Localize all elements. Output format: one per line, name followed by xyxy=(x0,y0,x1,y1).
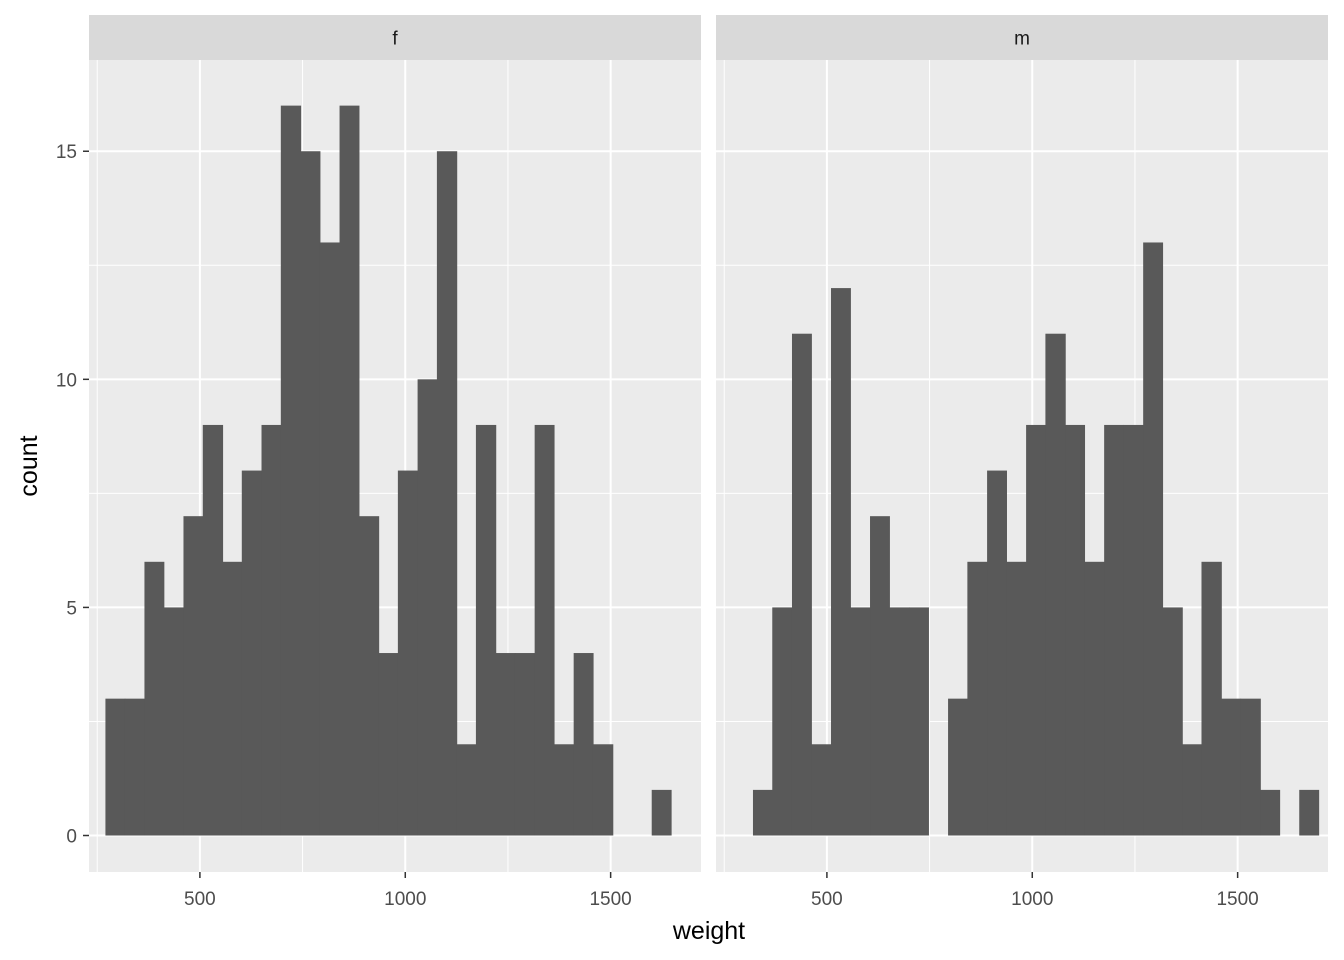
histogram-bar xyxy=(495,653,516,836)
y-axis: 0 5 10 15 xyxy=(56,142,89,848)
histogram-bar xyxy=(909,607,929,836)
facet-strip-label: m xyxy=(1014,29,1030,50)
histogram-bar xyxy=(514,653,536,836)
histogram-bar xyxy=(397,470,419,836)
histogram-bar xyxy=(553,744,575,836)
facet-strip xyxy=(716,15,1328,60)
x-tick-label: 500 xyxy=(184,889,216,910)
x-axis-m: 500 1000 1500 xyxy=(811,872,1259,910)
histogram-bar xyxy=(1084,561,1105,836)
histogram-bar xyxy=(948,698,968,836)
histogram-bar xyxy=(417,379,438,836)
histogram-bar xyxy=(1260,789,1281,836)
histogram-bar xyxy=(163,607,185,836)
histogram-bar xyxy=(183,516,204,836)
x-tick-label: 1500 xyxy=(589,889,631,910)
histogram-bar xyxy=(202,424,224,836)
histogram-bar xyxy=(475,424,497,836)
y-tick-label: 0 xyxy=(66,827,77,848)
histogram-bar xyxy=(811,744,832,836)
histogram-bar xyxy=(1201,561,1222,836)
histogram-bar xyxy=(241,470,263,836)
histogram-bar xyxy=(850,607,871,836)
facet-strip-label: f xyxy=(392,29,398,50)
histogram-bar xyxy=(1299,789,1320,836)
facet-strip xyxy=(89,15,701,60)
histogram-bar xyxy=(105,698,126,836)
histogram-bar xyxy=(300,151,321,836)
histogram-bar xyxy=(1143,242,1164,836)
histogram-bar xyxy=(967,561,988,836)
histogram-bar xyxy=(831,288,851,836)
x-tick-label: 1000 xyxy=(1011,889,1053,910)
x-axis-title: weight xyxy=(672,917,745,945)
histogram-bar xyxy=(261,424,282,836)
histogram-bar xyxy=(280,105,302,836)
y-tick-label: 5 xyxy=(66,598,77,619)
x-tick-label: 1500 xyxy=(1216,889,1258,910)
histogram-bar xyxy=(1162,607,1183,836)
histogram-bar xyxy=(791,333,812,836)
histogram-bar xyxy=(222,561,243,836)
histogram-bar xyxy=(378,653,399,836)
histogram-bar xyxy=(124,698,146,836)
histogram-bar xyxy=(752,789,773,836)
histogram-bar xyxy=(339,105,360,836)
histogram-bar xyxy=(651,789,672,836)
y-tick-label: 15 xyxy=(56,142,77,163)
facet-panel-f: f xyxy=(89,15,701,872)
histogram-bar xyxy=(144,561,165,836)
histogram-bar xyxy=(592,744,614,836)
histogram-bar xyxy=(1065,424,1086,836)
histogram-bar xyxy=(456,744,477,836)
histogram-bar xyxy=(1026,424,1047,836)
histogram-bar xyxy=(1221,698,1242,836)
histogram-bar xyxy=(1045,333,1066,836)
histogram-bar xyxy=(319,242,341,836)
x-tick-label: 500 xyxy=(811,889,843,910)
x-axis-f: 500 1000 1500 xyxy=(184,872,632,910)
histogram-bar xyxy=(1006,561,1027,836)
histogram-bar xyxy=(1240,698,1261,836)
histogram-bar xyxy=(1182,744,1203,836)
facet-panel-m: m xyxy=(716,15,1328,872)
histogram-bar xyxy=(987,470,1007,836)
y-axis-title: count xyxy=(15,435,43,496)
histogram-bar xyxy=(1123,424,1144,836)
y-tick-label: 10 xyxy=(56,370,77,391)
histogram-bar xyxy=(534,424,555,836)
histogram-bar xyxy=(573,653,594,836)
histogram-bar xyxy=(1104,424,1125,836)
x-axes: 500 1000 1500 500 1000 1500 xyxy=(184,872,1259,910)
histogram-bar xyxy=(870,516,890,836)
histogram-bar xyxy=(772,607,793,836)
histogram-bar xyxy=(889,607,910,836)
x-tick-label: 1000 xyxy=(384,889,426,910)
histogram-bar xyxy=(436,151,458,836)
histogram-bar xyxy=(358,516,380,836)
